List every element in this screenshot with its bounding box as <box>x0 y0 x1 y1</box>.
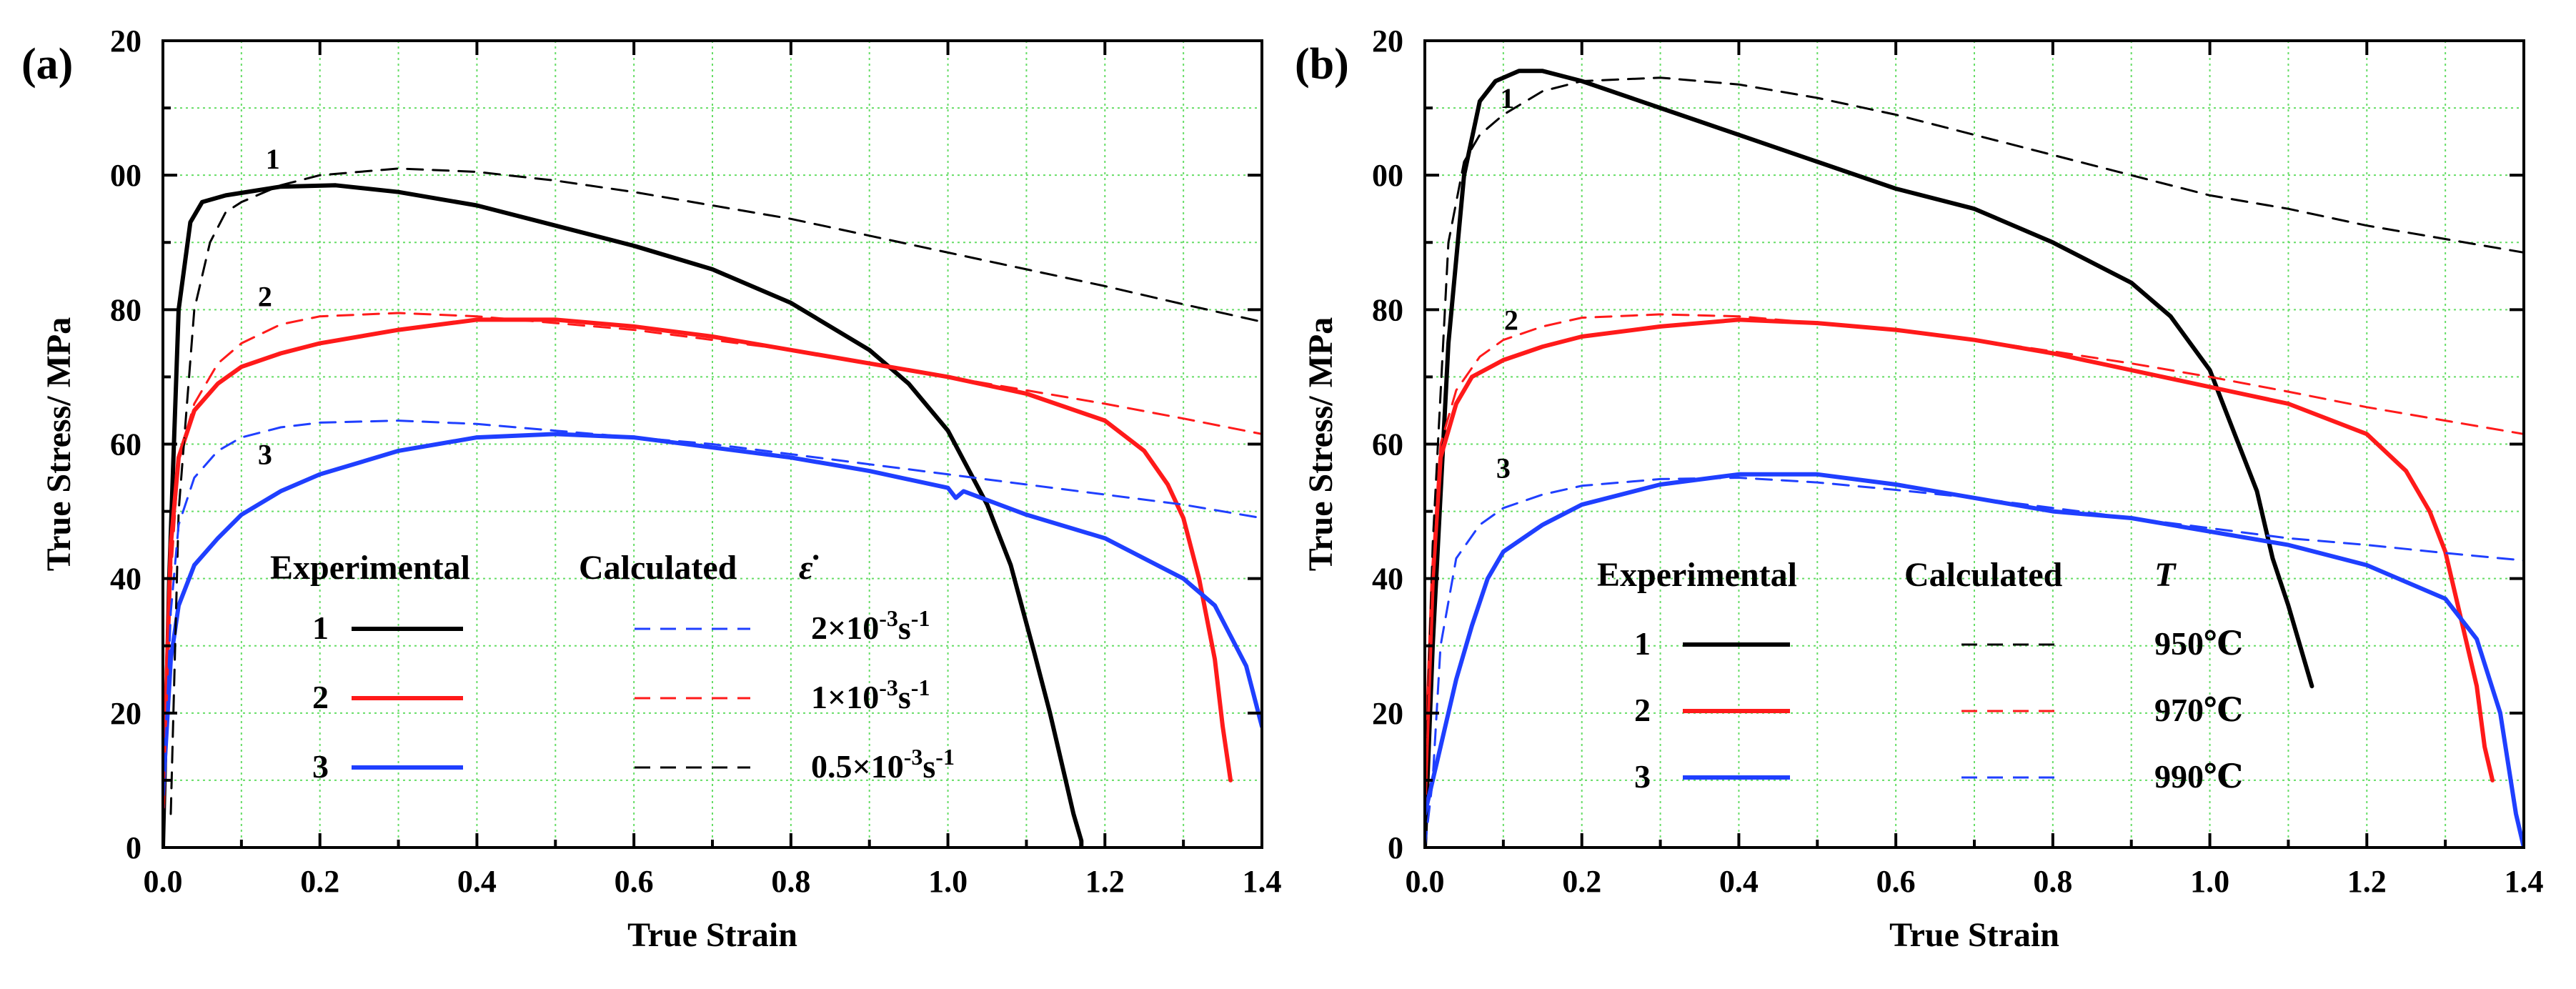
y-tick-label: 40 <box>1372 562 1403 597</box>
legend-header-calculated: Calculated <box>1904 556 2063 594</box>
y-tick-label: 0 <box>1388 830 1403 865</box>
legend-header-parameter: T <box>2154 556 2177 594</box>
y-tick-label: 40 <box>110 562 141 597</box>
series-line-calculated-3 <box>169 167 1262 815</box>
x-axis-title: True Strain <box>627 916 797 954</box>
x-tick-label: 0.6 <box>1876 864 1916 899</box>
y-axis-title: True Stress/ MPa <box>1302 317 1340 572</box>
series-line-experimental-1 <box>1425 317 2495 796</box>
y-tick-label: 80 <box>1372 292 1403 327</box>
legend-parameter-label: 0.5×10-3s-1 <box>811 744 955 785</box>
panel-label: (b) <box>1295 40 1349 89</box>
legend: Experimental Calculated ε̇ 1 2×10-3s-1 2 1×10-… <box>270 549 955 785</box>
chart-panel-a: 0.0 0.2 0.4 0.6 0.8 1.0 1.2 1.4 0 20 40 60 80 00 20 Tru… <box>21 24 1282 954</box>
x-tick-label: 1.0 <box>928 864 968 899</box>
x-tick-label: 0.8 <box>771 864 810 899</box>
series-line-calculated-5 <box>1425 477 2524 848</box>
series-line-experimental-1 <box>163 317 1233 810</box>
y-tick-label: 20 <box>1372 24 1403 59</box>
ticks <box>1423 39 2525 849</box>
legend-parameter-label: 970℃ <box>2154 692 2243 728</box>
y-tick-label: 20 <box>110 696 141 731</box>
x-tick-label: 0.4 <box>1719 864 1759 899</box>
legend-parameter-label: 990℃ <box>2154 758 2243 795</box>
legend-header-experimental: Experimental <box>1597 556 1797 594</box>
y-tick-label: 60 <box>110 427 141 462</box>
legend-row-number: 2 <box>1634 692 1651 728</box>
panel-label: (a) <box>21 40 73 89</box>
y-tick-label: 60 <box>1372 427 1403 462</box>
legend-parameter-label: 1×10-3s-1 <box>811 675 930 715</box>
y-tick-label: 00 <box>110 158 141 193</box>
legend-parameter-label: 2×10-3s-1 <box>811 605 930 646</box>
x-tick-label: 0.0 <box>1406 864 1445 899</box>
curve-number-label: 3 <box>258 439 272 471</box>
x-tick-label: 1.4 <box>1243 864 1282 899</box>
series-line-calculated-3 <box>1425 76 2524 815</box>
x-tick-label: 0.2 <box>1562 864 1601 899</box>
x-tick-label: 0.4 <box>457 864 497 899</box>
legend-row-number: 1 <box>312 610 329 646</box>
series-line-experimental-0 <box>163 183 1084 848</box>
series-line-experimental-0 <box>1425 69 2314 848</box>
x-tick-label: 1.2 <box>1085 864 1125 899</box>
y-tick-label: 0 <box>126 830 141 865</box>
legend-row-number: 1 <box>1634 625 1651 662</box>
y-tick-label: 20 <box>110 24 141 59</box>
chart-panel-b: 0.0 0.2 0.4 0.6 0.8 1.0 1.2 1.4 0 20 40 60 80 00 20 Tru… <box>1295 24 2544 954</box>
series-line-experimental-2 <box>163 432 1262 796</box>
series-line-calculated-4 <box>1425 313 2524 815</box>
curve-number-label: 2 <box>258 281 272 313</box>
x-tick-label: 1.0 <box>2190 864 2229 899</box>
x-tick-label: 1.4 <box>2505 864 2544 899</box>
y-tick-label: 20 <box>1372 696 1403 731</box>
x-tick-label: 0.0 <box>144 864 183 899</box>
y-tick-label: 80 <box>110 292 141 327</box>
x-tick-label: 0.2 <box>300 864 339 899</box>
legend: Experimental Calculated T 1 950℃ 2 970℃ 3 990℃ <box>1597 556 2243 795</box>
y-tick-label: 00 <box>1372 158 1403 193</box>
x-axis-title: True Strain <box>1889 916 2059 954</box>
y-axis-title: True Stress/ MPa <box>40 317 78 572</box>
curve-number-label: 3 <box>1496 452 1511 484</box>
legend-row-number: 2 <box>312 679 329 715</box>
legend-row-number: 3 <box>1634 758 1651 795</box>
grid <box>1425 41 2524 848</box>
series-line-calculated-5 <box>163 419 1262 822</box>
legend-header-calculated: Calculated <box>579 549 737 587</box>
series-line-calculated-4 <box>163 312 1262 815</box>
x-tick-label: 0.8 <box>2033 864 2072 899</box>
legend-parameter-label: 950℃ <box>2154 625 2243 662</box>
legend-header-parameter: ε̇ <box>799 549 819 587</box>
x-tick-label: 0.6 <box>615 864 654 899</box>
x-tick-label: 1.2 <box>2347 864 2387 899</box>
legend-row-number: 3 <box>312 748 329 785</box>
series-line-experimental-2 <box>1425 472 2524 848</box>
legend-header-experimental: Experimental <box>270 549 470 587</box>
curve-number-label: 1 <box>266 143 280 175</box>
ticks <box>161 39 1263 849</box>
curve-number-label: 2 <box>1504 304 1518 337</box>
curve-number-label: 1 <box>1500 82 1514 114</box>
